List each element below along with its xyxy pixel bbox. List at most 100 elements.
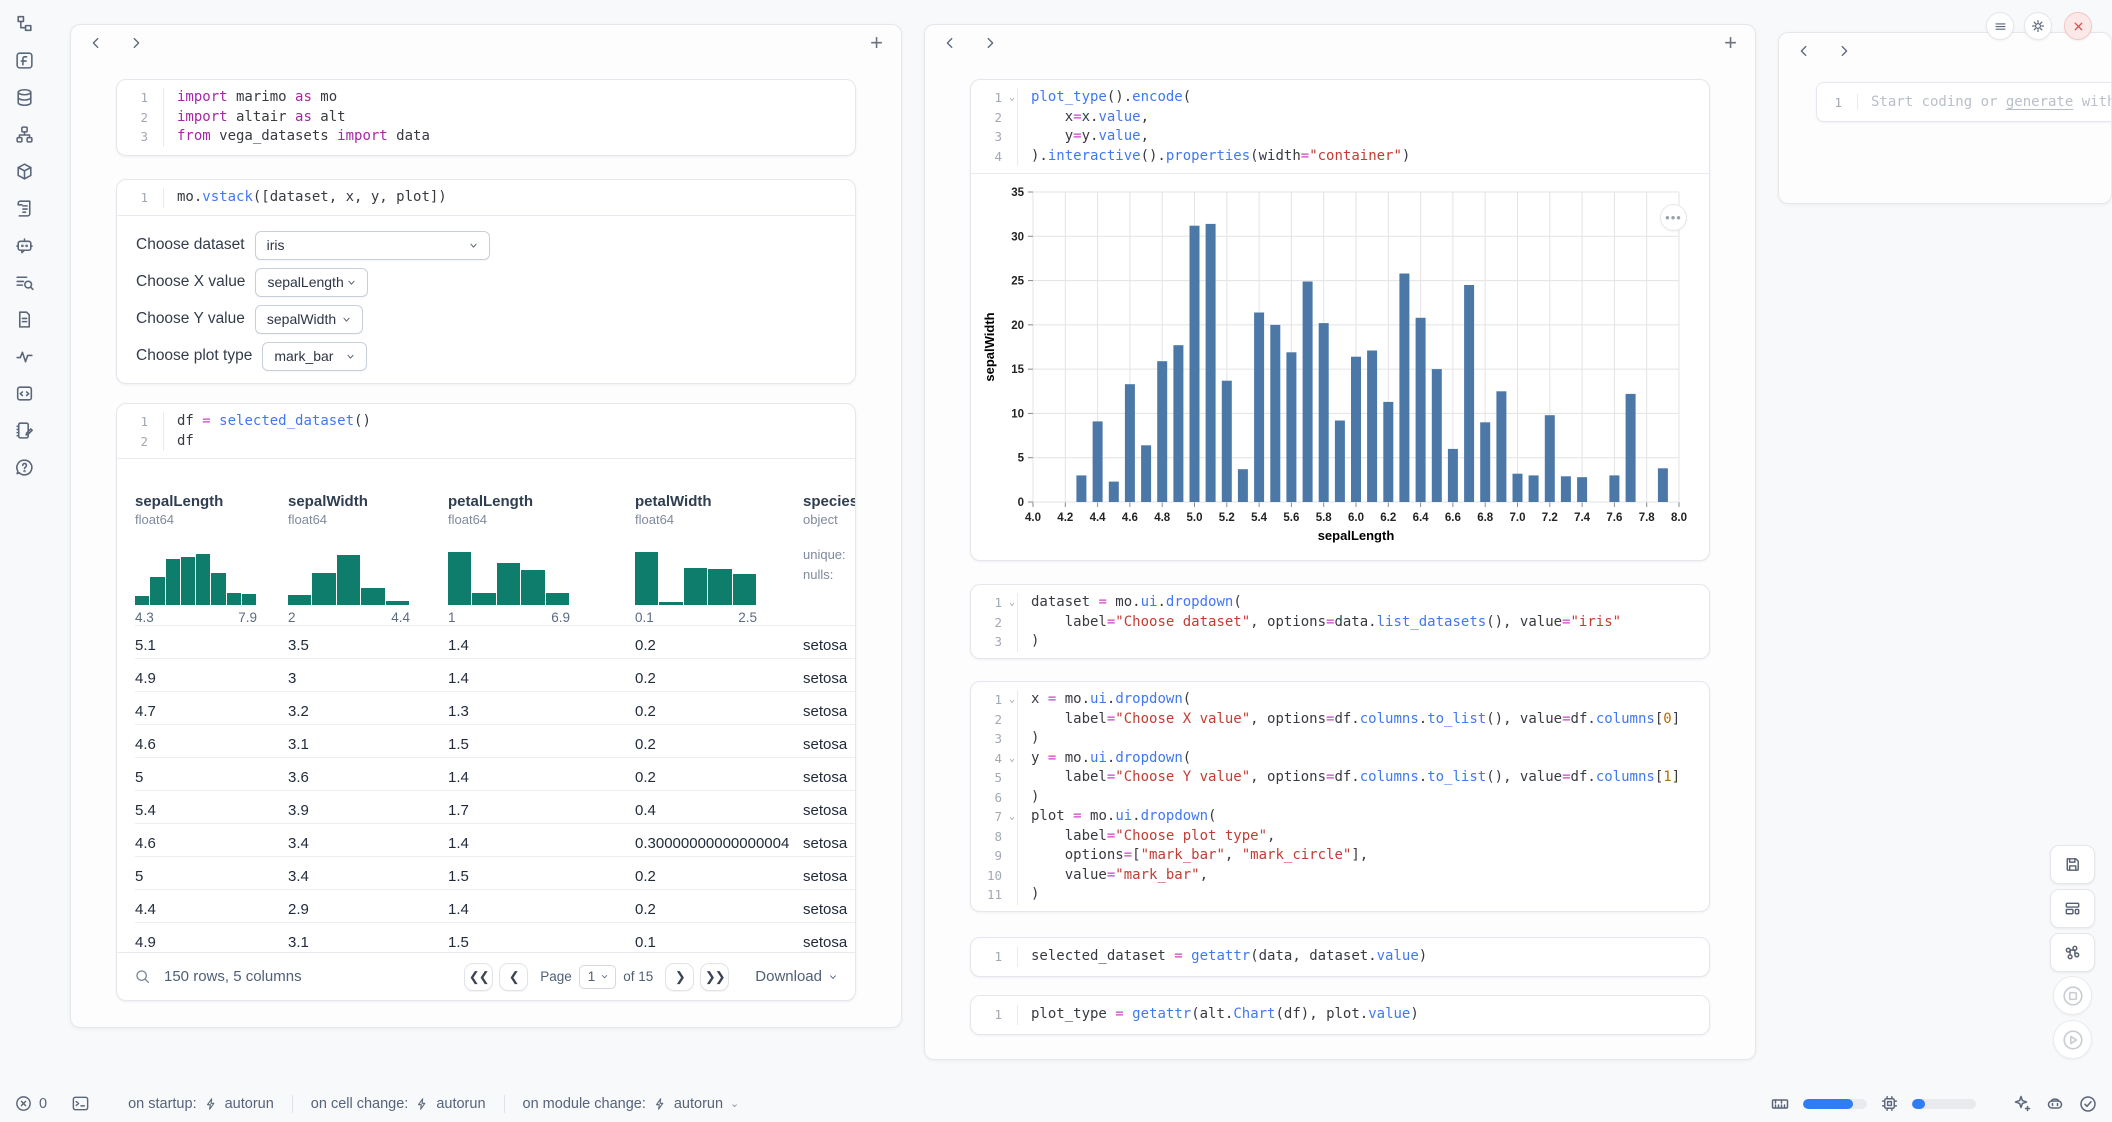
page-select[interactable]: 1 bbox=[579, 965, 617, 989]
last-page-button[interactable]: ❯❯ bbox=[700, 963, 729, 991]
first-page-button[interactable]: ❮❮ bbox=[464, 963, 493, 991]
column-header[interactable]: petalWidthfloat640.12.5 bbox=[635, 459, 803, 625]
on-startup-setting[interactable]: on startup: autorun bbox=[110, 1095, 292, 1113]
table-row[interactable]: 53.61.40.2setosa bbox=[135, 757, 855, 790]
scratchpad-icon[interactable] bbox=[13, 419, 35, 441]
error-count-indicator[interactable]: 0 bbox=[14, 1094, 47, 1113]
chevron-down-icon bbox=[345, 276, 358, 289]
chat-icon[interactable] bbox=[13, 234, 35, 256]
plot-type-select[interactable]: mark_bar bbox=[262, 342, 367, 371]
table-row[interactable]: 4.931.40.2setosa bbox=[135, 658, 855, 691]
svg-text:5.4: 5.4 bbox=[1251, 512, 1268, 524]
settings-gear-button[interactable] bbox=[2024, 12, 2052, 40]
fold-chevron-icon[interactable]: ⌄ bbox=[1009, 690, 1015, 710]
cell-placeholder[interactable]: Start coding or generate with AI. bbox=[1857, 94, 2112, 110]
column-histogram[interactable] bbox=[288, 543, 410, 605]
column-prev-icon[interactable] bbox=[89, 36, 103, 50]
save-notebook-button[interactable] bbox=[2050, 845, 2095, 884]
run-all-button[interactable] bbox=[2053, 1020, 2092, 1059]
dataset-select[interactable]: iris bbox=[255, 231, 490, 260]
snippets-icon[interactable] bbox=[13, 382, 35, 404]
add-cell-icon[interactable]: + bbox=[870, 34, 883, 52]
profiler-icon[interactable] bbox=[13, 345, 35, 367]
code-editor[interactable]: 1plot_type = getattr(alt.Chart(df), plot… bbox=[971, 996, 1709, 1032]
ram-usage-meter bbox=[1803, 1099, 1867, 1109]
fold-chevron-icon[interactable]: ⌄ bbox=[1009, 807, 1015, 827]
code-editor[interactable]: 1import marimo as mo2import altair as al… bbox=[117, 80, 855, 154]
column-next-icon[interactable] bbox=[129, 36, 143, 50]
svg-text:sepalWidth: sepalWidth bbox=[982, 312, 997, 381]
code-editor[interactable]: 1selected_dataset = getattr(data, datase… bbox=[971, 938, 1709, 974]
dependency-graph-icon[interactable] bbox=[13, 123, 35, 145]
marimo-file-icon[interactable] bbox=[13, 49, 35, 71]
documentation-icon[interactable] bbox=[13, 308, 35, 330]
code-editor[interactable]: 1⌄plot_type().encode(2 x=x.value,3 y=y.v… bbox=[971, 80, 1709, 173]
column-histogram[interactable] bbox=[635, 543, 757, 605]
table-row[interactable]: 4.63.11.50.2setosa bbox=[135, 724, 855, 757]
column-prev-icon[interactable] bbox=[1797, 44, 1811, 58]
table-row[interactable]: 4.63.41.40.30000000000000004setosa bbox=[135, 823, 855, 856]
prev-page-button[interactable]: ❮ bbox=[499, 963, 528, 991]
column-next-icon[interactable] bbox=[1837, 44, 1851, 58]
datasources-icon[interactable] bbox=[13, 86, 35, 108]
table-row[interactable]: 53.41.50.2setosa bbox=[135, 856, 855, 889]
close-button[interactable] bbox=[2064, 12, 2092, 40]
column-header[interactable]: petalLengthfloat6416.9 bbox=[448, 459, 635, 625]
column-header[interactable]: sepalWidthfloat6424.4 bbox=[288, 459, 448, 625]
download-button[interactable]: Download bbox=[755, 968, 839, 985]
add-cell-icon[interactable]: + bbox=[1724, 34, 1737, 52]
table-row[interactable]: 4.42.91.40.2setosa bbox=[135, 889, 855, 922]
on-cell-change-setting[interactable]: on cell change: autorun bbox=[292, 1095, 504, 1113]
table-header-row: sepalLengthfloat644.37.9sepalWidthfloat6… bbox=[135, 459, 855, 625]
line-number: 2 bbox=[123, 432, 163, 452]
stop-all-button[interactable] bbox=[2053, 976, 2092, 1015]
ai-sparkle-icon[interactable] bbox=[2012, 1094, 2032, 1114]
column-header[interactable]: sepalLengthfloat644.37.9 bbox=[135, 459, 288, 625]
code-editor[interactable]: 1mo.vstack([dataset, x, y, plot]) bbox=[117, 180, 855, 215]
copilot-icon[interactable] bbox=[2045, 1094, 2065, 1114]
fold-chevron-icon[interactable]: ⌄ bbox=[1009, 88, 1015, 108]
empty-cell[interactable]: 1 Start coding or generate with AI. bbox=[1816, 82, 2112, 122]
table-row[interactable]: 4.93.11.50.1setosa bbox=[135, 922, 855, 955]
menu-button[interactable] bbox=[1986, 12, 2014, 40]
on-module-change-setting[interactable]: on module change: autorun ⌄ bbox=[504, 1095, 758, 1113]
generate-with-ai-link[interactable]: generate bbox=[2006, 94, 2073, 110]
tracebacks-icon[interactable] bbox=[13, 271, 35, 293]
table-row[interactable]: 5.43.91.70.4setosa bbox=[135, 790, 855, 823]
fold-chevron-icon[interactable]: ⌄ bbox=[1009, 593, 1015, 613]
help-icon[interactable] bbox=[13, 456, 35, 478]
code-editor[interactable]: 1⌄x = mo.ui.dropdown(2 label="Choose X v… bbox=[971, 682, 1709, 912]
code-editor[interactable]: 1df = selected_dataset()2df bbox=[117, 404, 855, 458]
column-histogram[interactable] bbox=[448, 543, 570, 605]
connection-status-icon[interactable] bbox=[2078, 1094, 2098, 1114]
chart-menu-button[interactable]: ••• bbox=[1660, 204, 1687, 231]
altair-bar-chart[interactable]: 4.04.24.44.64.85.05.25.45.65.86.06.26.46… bbox=[981, 180, 1693, 558]
notebook-column-2: + 1⌄plot_type().encode(2 x=x.value,3 y=y… bbox=[924, 24, 1756, 1060]
svg-text:4.2: 4.2 bbox=[1057, 512, 1073, 524]
column-header[interactable]: speciesobjectunique:nulls: bbox=[803, 459, 855, 625]
table-body: 5.13.51.40.2setosa4.931.40.2setosa4.73.2… bbox=[135, 625, 855, 955]
line-number: 1⌄ bbox=[977, 690, 1017, 710]
column-histogram[interactable] bbox=[135, 543, 257, 605]
table-row[interactable]: 4.73.21.30.2setosa bbox=[135, 691, 855, 724]
code-line: 1import marimo as mo bbox=[123, 88, 855, 108]
fold-chevron-icon[interactable]: ⌄ bbox=[1009, 749, 1015, 769]
x-value-select[interactable]: sepalLength bbox=[255, 268, 368, 297]
y-value-select[interactable]: sepalWidth bbox=[255, 305, 363, 334]
column-next-icon[interactable] bbox=[983, 36, 997, 50]
file-explorer-icon[interactable] bbox=[13, 12, 35, 34]
table-row[interactable]: 5.13.51.40.2setosa bbox=[135, 625, 855, 658]
layout-toggle-button[interactable] bbox=[2050, 889, 2095, 928]
logs-icon[interactable] bbox=[13, 197, 35, 219]
terminal-button[interactable] bbox=[71, 1094, 90, 1113]
column-prev-icon[interactable] bbox=[943, 36, 957, 50]
keyboard-shortcuts-button[interactable] bbox=[2050, 933, 2095, 972]
packages-icon[interactable] bbox=[13, 160, 35, 182]
code-line: 2 x=x.value, bbox=[977, 108, 1709, 128]
next-page-button[interactable]: ❯ bbox=[665, 963, 694, 991]
code-editor[interactable]: 1⌄dataset = mo.ui.dropdown(2 label="Choo… bbox=[971, 585, 1709, 659]
search-icon[interactable] bbox=[134, 968, 151, 985]
column-header-bar: + bbox=[71, 25, 901, 61]
table-footer: 150 rows, 5 columns ❮❮ ❮ Page 1 of 15 ❯ … bbox=[117, 952, 855, 1000]
code-line: 1⌄dataset = mo.ui.dropdown( bbox=[977, 593, 1709, 613]
